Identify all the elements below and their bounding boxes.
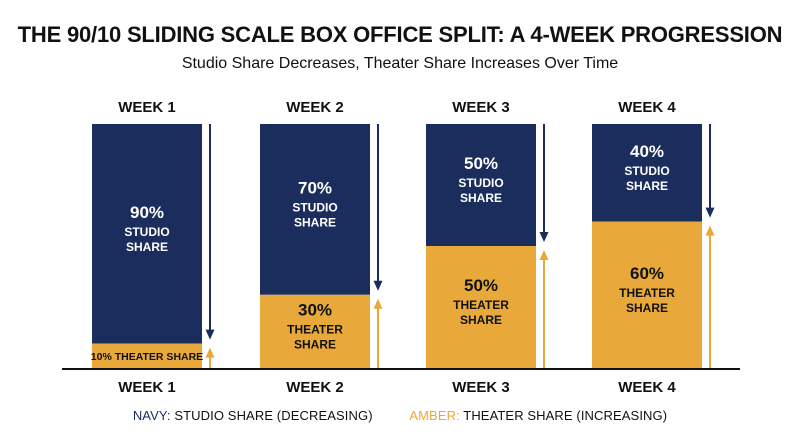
studio-share-bar [592, 124, 702, 222]
week-axis-tick-label: WEEK 3 [452, 379, 510, 396]
chart-title: THE 90/10 SLIDING SCALE BOX OFFICE SPLIT… [17, 22, 783, 47]
week-axis-tick-label: WEEK 2 [286, 379, 344, 396]
studio-decrease-arrow [373, 124, 383, 291]
studio-share-text-label: SHARE [460, 191, 502, 205]
theater-share-value-label: 50% [464, 276, 498, 295]
theater-increase-arrow [205, 347, 215, 368]
chart-legend: NAVY: STUDIO SHARE (DECREASING) AMBER: T… [0, 408, 800, 423]
theater-share-text-label: SHARE [626, 301, 668, 315]
theater-share-value-label: 60% [630, 264, 664, 283]
chart-subtitle: Studio Share Decreases, Theater Share In… [181, 55, 619, 72]
legend-amber-text: THEATER SHARE (INCREASING) [463, 408, 668, 423]
week-header-label: WEEK 2 [286, 99, 344, 116]
legend-navy-key: NAVY: [132, 408, 171, 423]
theater-increase-arrow [373, 298, 383, 368]
studio-share-text-label: SHARE [126, 240, 168, 254]
legend-navy-text: STUDIO SHARE (DECREASING) [174, 408, 373, 423]
theater-share-bar [92, 343, 202, 368]
studio-share-text-label: SHARE [294, 215, 336, 229]
studio-share-text-label: STUDIO [624, 164, 669, 178]
studio-decrease-arrow [539, 124, 549, 242]
theater-share-bar [592, 221, 702, 368]
studio-decrease-arrow [205, 124, 215, 340]
studio-share-value-label: 50% [464, 154, 498, 173]
studio-share-bar [426, 124, 536, 246]
theater-share-value-label: 30% [298, 300, 332, 319]
week-header-label: WEEK 1 [118, 99, 176, 116]
studio-share-text-label: STUDIO [458, 176, 503, 190]
legend-amber-key: AMBER: [409, 408, 460, 423]
theater-share-bar [426, 246, 536, 368]
theater-share-text-label: THEATER [453, 298, 509, 312]
theater-increase-arrow [539, 250, 549, 368]
studio-share-bar [260, 124, 370, 295]
week-header-label: WEEK 4 [618, 99, 676, 116]
theater-share-bar [260, 294, 370, 368]
studio-share-text-label: STUDIO [292, 200, 337, 214]
theater-share-text-label: THEATER [287, 322, 343, 336]
studio-share-text-label: STUDIO [124, 225, 169, 239]
week-header-label: WEEK 3 [452, 99, 510, 116]
studio-decrease-arrow [705, 124, 715, 218]
week-axis-tick-label: WEEK 4 [618, 379, 676, 396]
studio-share-value-label: 90% [130, 203, 164, 222]
studio-share-value-label: 40% [630, 142, 664, 161]
week-axis-tick-label: WEEK 1 [118, 379, 176, 396]
theater-share-text-label: SHARE [294, 337, 336, 351]
studio-share-value-label: 70% [298, 178, 332, 197]
theater-increase-arrow [705, 225, 715, 368]
theater-share-text-label: SHARE [460, 313, 502, 327]
theater-share-text-label: THEATER [619, 286, 675, 300]
studio-share-text-label: SHARE [626, 179, 668, 193]
theater-share-value-label: 10% THEATER SHARE [91, 351, 203, 363]
studio-share-bar [92, 124, 202, 344]
